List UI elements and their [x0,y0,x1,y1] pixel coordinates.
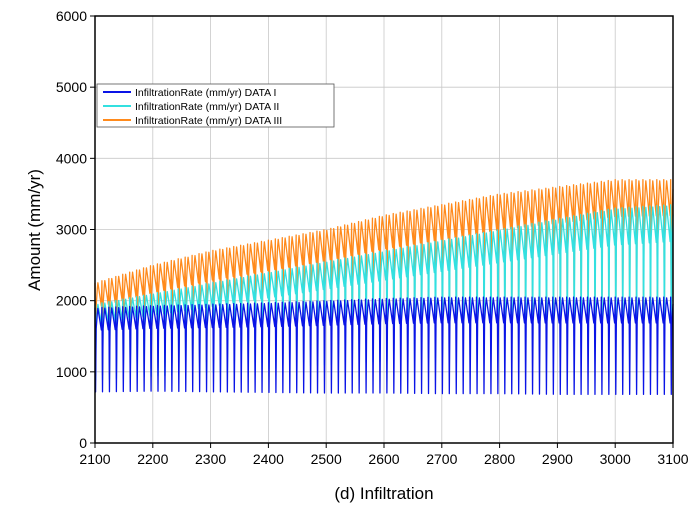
x-axis-title: (d) Infiltration [334,484,433,503]
y-axis-title: Amount (mm/yr) [25,169,44,291]
y-tick-label: 2000 [56,293,87,309]
y-axis: 0 1000 2000 3000 4000 5000 6000 [56,8,95,451]
x-tick-label: 2600 [368,451,399,467]
x-axis: 2100 2200 2300 2400 2500 2600 2700 2800 2900 3000… [79,443,689,467]
x-tick-label: 2100 [79,451,110,467]
y-tick-label: 4000 [56,150,87,166]
x-tick-label: 2500 [311,451,342,467]
series-line-1 [94,296,674,395]
y-tick-label: 0 [79,435,87,451]
y-tick-label: 6000 [56,8,87,24]
series-layer [94,179,674,395]
x-tick-label: 2200 [137,451,168,467]
x-tick-label: 3100 [657,451,688,467]
x-tick-label: 2300 [195,451,226,467]
legend-label-data-ii: InfiltrationRate (mm/yr) DATA II [135,101,279,113]
series-line-2 [94,204,674,381]
series-line-3 [94,179,674,377]
legend-label-data-iii: InfiltrationRate (mm/yr) DATA III [135,115,282,127]
x-tick-label: 3000 [600,451,631,467]
x-tick-label: 2400 [253,451,284,467]
x-tick-label: 2800 [484,451,515,467]
legend: InfiltrationRate (mm/yr) DATA I Infiltra… [96,83,335,128]
y-tick-label: 5000 [56,79,87,95]
legend-label-data-i: InfiltrationRate (mm/yr) DATA I [135,87,276,99]
legend-box [96,83,335,128]
x-tick-label: 2700 [426,451,457,467]
x-tick-label: 2900 [542,451,573,467]
y-tick-label: 3000 [56,222,87,238]
y-tick-label: 1000 [56,364,87,380]
